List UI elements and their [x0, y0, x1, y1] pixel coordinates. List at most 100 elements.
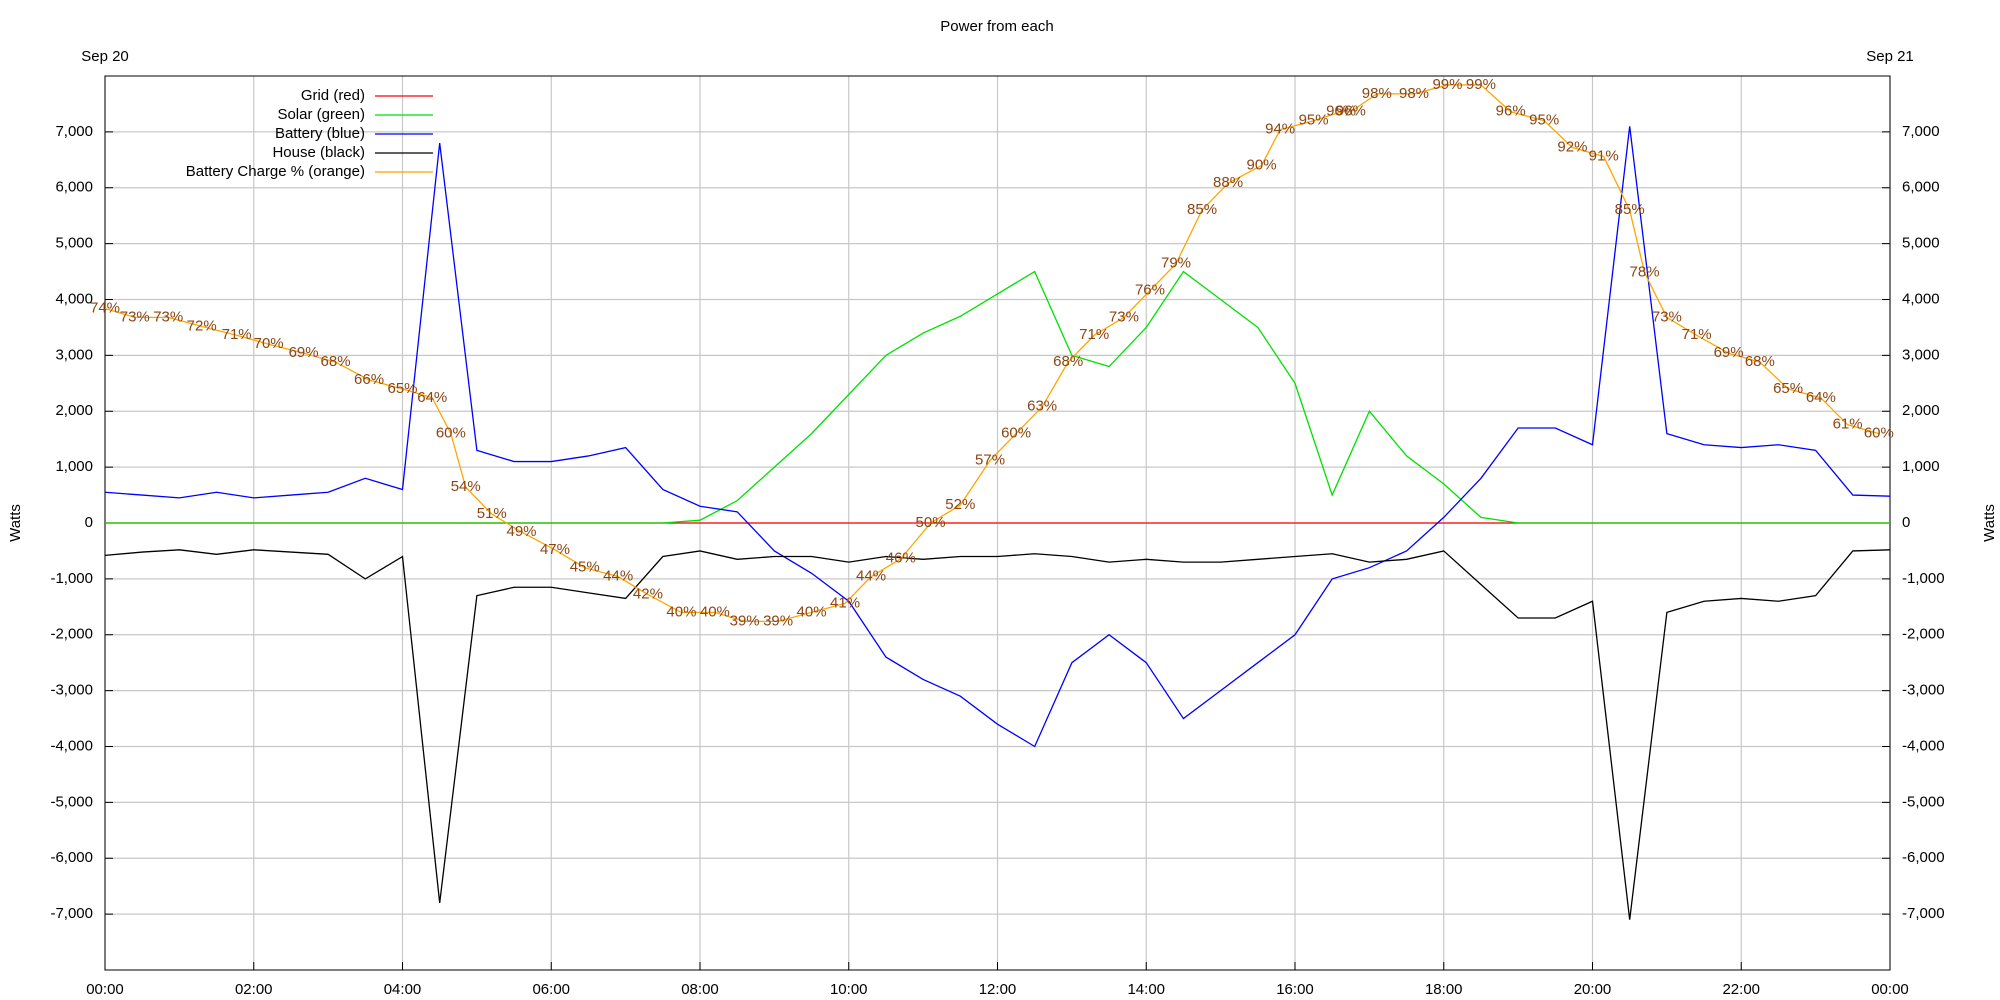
data-label: 40% [666, 603, 696, 620]
y2-tick-label: -3,000 [1902, 682, 1945, 699]
y2-tick-label: -7,000 [1902, 905, 1945, 922]
x-tick-label: 14:00 [1127, 981, 1165, 998]
y-tick-label: -1,000 [50, 570, 93, 587]
date-end: Sep 21 [1866, 48, 1914, 65]
data-label: 60% [1001, 425, 1031, 442]
data-label: 61% [1833, 416, 1863, 433]
y-tick-label: 6,000 [55, 179, 93, 196]
data-label: 99% [1466, 76, 1496, 93]
y-tick-label: 4,000 [55, 290, 93, 307]
x-tick-label: 22:00 [1722, 981, 1760, 998]
data-label: 54% [451, 478, 481, 495]
data-label: 99% [1432, 76, 1462, 93]
data-label: 69% [1714, 344, 1744, 361]
y-axis-label: Watts [7, 504, 24, 542]
x-tick-label: 02:00 [235, 981, 273, 998]
chart-title: Power from each [940, 18, 1053, 35]
data-label: 85% [1187, 201, 1217, 218]
legend-label: Solar (green) [277, 106, 365, 123]
data-label: 60% [436, 425, 466, 442]
data-label: 91% [1589, 147, 1619, 164]
data-label: 65% [1773, 380, 1803, 397]
x-tick-label: 18:00 [1425, 981, 1463, 998]
x-tick-label: 06:00 [532, 981, 570, 998]
x-tick-label: 00:00 [86, 981, 124, 998]
series-line [104, 549, 1891, 920]
data-label: 96% [1336, 103, 1366, 120]
y2-tick-label: -5,000 [1902, 793, 1945, 810]
data-label: 76% [1135, 282, 1165, 299]
data-label: 73% [1109, 308, 1139, 325]
data-label: 71% [1079, 326, 1109, 343]
data-label: 68% [1053, 353, 1083, 370]
y2-tick-label: -2,000 [1902, 626, 1945, 643]
data-label: 98% [1399, 85, 1429, 102]
y-tick-label: 7,000 [55, 123, 93, 140]
data-label: 92% [1557, 138, 1587, 155]
data-label: 44% [856, 568, 886, 585]
data-label: 71% [1682, 326, 1712, 343]
data-label: 90% [1247, 156, 1277, 173]
data-label: 72% [187, 317, 217, 334]
data-label: 40% [700, 603, 730, 620]
data-label: 70% [254, 335, 284, 352]
data-label: 69% [289, 344, 319, 361]
x-tick-label: 08:00 [681, 981, 719, 998]
data-label: 68% [321, 353, 351, 370]
x-tick-label: 00:00 [1871, 981, 1909, 998]
y-tick-label: -6,000 [50, 849, 93, 866]
y-tick-label: 0 [85, 514, 93, 531]
data-label: 47% [540, 541, 570, 558]
data-label: 96% [1326, 103, 1356, 120]
data-label: 52% [945, 496, 975, 513]
legend-label: House (black) [272, 144, 365, 161]
x-tick-label: 04:00 [384, 981, 422, 998]
data-label: 98% [1362, 85, 1392, 102]
y2-tick-label: 0 [1902, 514, 1910, 531]
data-label: 39% [730, 612, 760, 629]
data-label: 88% [1213, 174, 1243, 191]
y-tick-label: -2,000 [50, 626, 93, 643]
x-tick-label: 20:00 [1574, 981, 1612, 998]
data-label: 73% [153, 308, 183, 325]
series-line [104, 126, 1891, 748]
y2-tick-label: 2,000 [1902, 402, 1940, 419]
data-label: 64% [417, 389, 447, 406]
x-tick-label: 12:00 [979, 981, 1017, 998]
y-tick-label: 3,000 [55, 346, 93, 363]
y-tick-label: 1,000 [55, 458, 93, 475]
data-label: 68% [1745, 353, 1775, 370]
x-tick-label: 16:00 [1276, 981, 1314, 998]
legend-label: Battery (blue) [275, 125, 365, 142]
legend-label: Grid (red) [301, 87, 365, 104]
y-tick-label: -3,000 [50, 682, 93, 699]
data-label: 50% [916, 514, 946, 531]
data-label: 51% [477, 505, 507, 522]
data-label: 65% [387, 380, 417, 397]
data-label: 94% [1265, 121, 1295, 138]
y-tick-label: 5,000 [55, 235, 93, 252]
y-tick-label: -7,000 [50, 905, 93, 922]
data-label: 71% [222, 326, 252, 343]
data-label: 60% [1864, 425, 1894, 442]
data-label: 57% [975, 451, 1005, 468]
y2-tick-label: 7,000 [1902, 123, 1940, 140]
series-line [104, 84, 1880, 622]
y2-tick-label: 3,000 [1902, 346, 1940, 363]
y2-tick-label: 4,000 [1902, 290, 1940, 307]
data-label: 73% [120, 308, 150, 325]
y2-tick-label: 6,000 [1902, 179, 1940, 196]
data-label: 41% [830, 594, 860, 611]
y-tick-label: -5,000 [50, 793, 93, 810]
legend-label: Battery Charge % (orange) [186, 163, 365, 180]
data-label: 46% [886, 550, 916, 567]
y2-tick-label: 1,000 [1902, 458, 1940, 475]
y2-tick-label: -4,000 [1902, 737, 1945, 754]
data-label: 39% [763, 612, 793, 629]
data-label: 45% [570, 559, 600, 576]
data-label: 40% [797, 603, 827, 620]
data-label: 63% [1027, 398, 1057, 415]
data-label: 64% [1806, 389, 1836, 406]
data-label: 66% [354, 371, 384, 388]
